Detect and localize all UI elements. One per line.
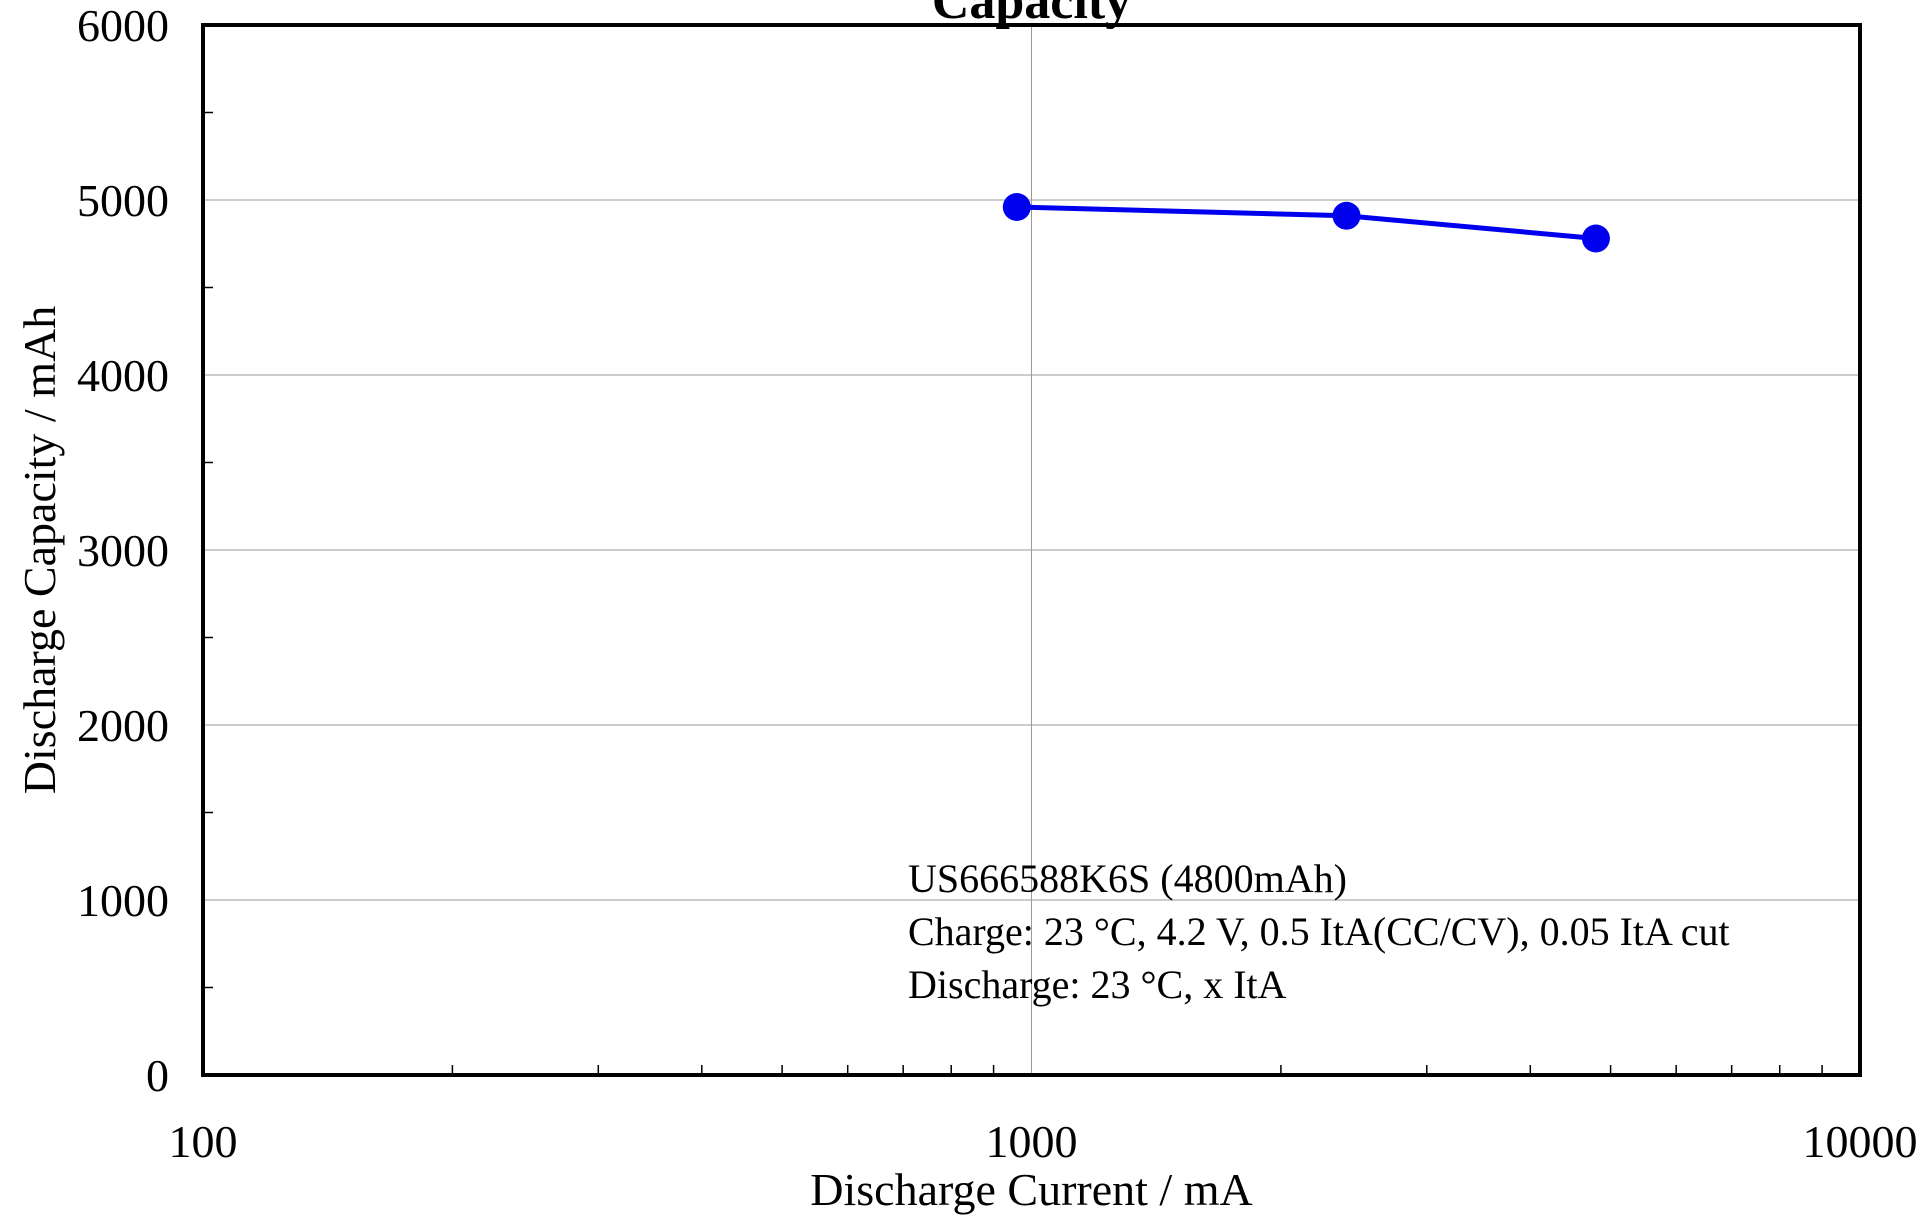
plot-frame xyxy=(201,23,1862,1077)
y-tick-label: 6000 xyxy=(77,0,169,51)
y-tick-label: 4000 xyxy=(77,350,169,401)
annotation-discharge-conditions: Discharge: 23 °C, x ItA xyxy=(908,962,1287,1007)
data-point xyxy=(1332,201,1361,230)
x-tick-label: 100 xyxy=(169,1116,238,1167)
y-tick-label: 0 xyxy=(146,1050,169,1101)
series-layer xyxy=(1002,193,1610,253)
y-tick-label: 3000 xyxy=(77,525,169,576)
y-tick-label: 5000 xyxy=(77,175,169,226)
x-tick-labels: 100 1000 10000 xyxy=(169,1116,1918,1167)
y-tick-label: 2000 xyxy=(77,700,169,751)
x-tick-label: 10000 xyxy=(1803,1116,1918,1167)
x-tick-label: 1000 xyxy=(986,1116,1078,1167)
annotation-charge-conditions: Charge: 23 °C, 4.2 V, 0.5 ItA(CC/CV), 0.… xyxy=(908,909,1730,954)
x-axis-title: Discharge Current / mA xyxy=(810,1164,1252,1215)
y-tick-label: 1000 xyxy=(77,875,169,926)
y-axis-title: Discharge Capacity / mAh xyxy=(14,306,65,794)
y-tick-labels: 0 1000 2000 3000 4000 5000 6000 xyxy=(77,0,169,1101)
annotation-cell-model: US666588K6S (4800mAh) xyxy=(908,856,1347,901)
data-point xyxy=(1002,193,1031,221)
data-point xyxy=(1581,224,1610,253)
grid-layer xyxy=(203,25,1860,1075)
annotation-block: US666588K6S (4800mAh) Charge: 23 °C, 4.2… xyxy=(908,856,1730,1007)
series-line xyxy=(1014,204,1599,241)
chart-title: Capacity xyxy=(932,0,1131,30)
